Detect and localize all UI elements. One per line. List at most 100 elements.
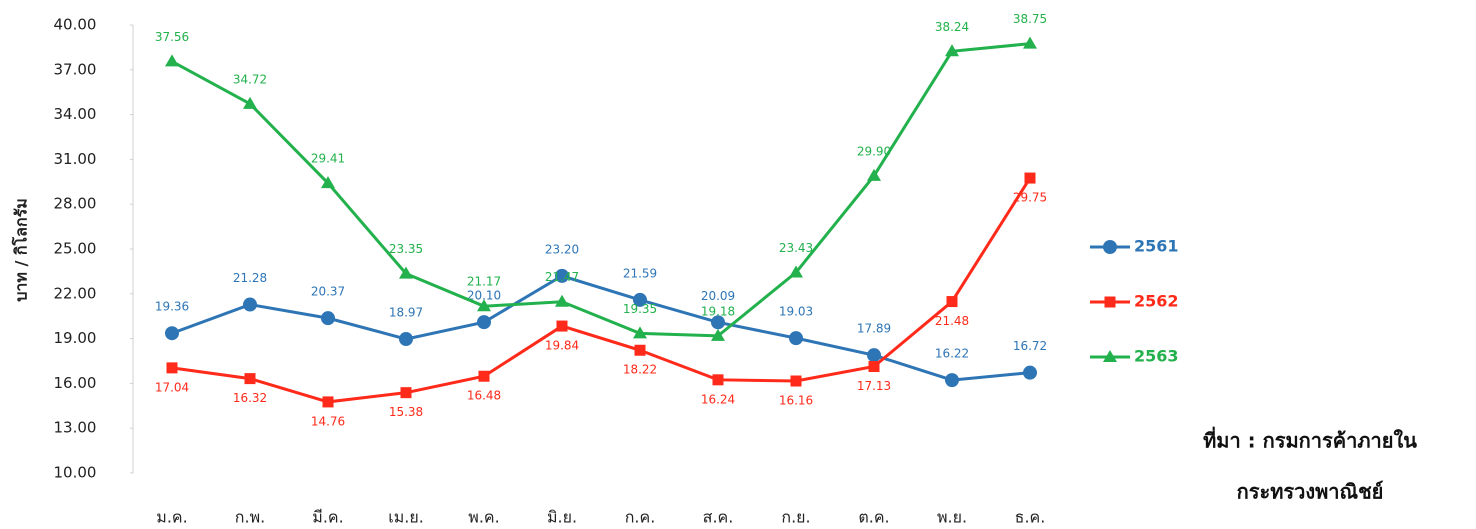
source-line: ที่มา : กรมการค้าภายใน xyxy=(1203,426,1417,453)
value-label: 18.97 xyxy=(389,306,423,320)
point xyxy=(945,44,959,57)
point xyxy=(868,361,880,373)
point xyxy=(243,297,257,312)
value-label: 19.84 xyxy=(545,339,579,353)
value-label: 21.59 xyxy=(623,266,657,280)
point xyxy=(1023,365,1037,380)
point xyxy=(711,315,725,330)
y-axis-label: บาท / กิโลกรัม xyxy=(11,198,31,302)
value-label: 16.48 xyxy=(467,389,501,403)
value-label: 29.75 xyxy=(1013,191,1047,205)
value-label: 19.36 xyxy=(155,300,189,314)
value-label: 29.41 xyxy=(311,152,345,166)
value-label: 16.16 xyxy=(779,394,813,408)
x-tick-label: มี.ค. xyxy=(312,508,343,527)
x-tick-label: ก.พ. xyxy=(235,508,265,527)
point xyxy=(165,54,179,67)
point xyxy=(634,344,646,356)
value-label: 29.90 xyxy=(857,144,891,158)
value-label: 23.20 xyxy=(545,242,579,256)
series-line xyxy=(171,42,1031,338)
point xyxy=(243,96,257,109)
value-label: 20.09 xyxy=(701,289,735,303)
source-line: กระทรวงพาณิชย์ xyxy=(1237,480,1384,504)
point xyxy=(1024,172,1036,184)
value-label: 21.48 xyxy=(935,314,969,328)
value-label: 34.72 xyxy=(233,72,267,86)
point xyxy=(477,315,491,330)
legend-marker xyxy=(1103,240,1117,254)
point xyxy=(555,294,569,307)
y-tick-label: 13.00 xyxy=(54,419,97,437)
legend-marker xyxy=(1103,350,1117,362)
point xyxy=(399,332,413,347)
x-tick-label: พ.ย. xyxy=(937,508,967,527)
point xyxy=(945,373,959,388)
point xyxy=(166,362,178,374)
x-tick-label: มิ.ย. xyxy=(547,508,577,527)
value-label: 18.22 xyxy=(623,363,657,377)
value-label: 23.35 xyxy=(389,242,423,256)
value-label: 16.72 xyxy=(1013,339,1047,353)
value-label: 23.43 xyxy=(779,241,813,255)
point xyxy=(399,266,413,279)
y-tick-label: 16.00 xyxy=(54,374,97,392)
point xyxy=(789,265,803,278)
y-tick-label: 28.00 xyxy=(54,195,97,213)
x-tick-label: ก.ค. xyxy=(625,508,656,527)
y-tick-label: 40.00 xyxy=(54,16,97,34)
value-label: 19.18 xyxy=(701,304,735,318)
value-label: 21.17 xyxy=(467,275,501,289)
value-label: 16.32 xyxy=(233,391,267,405)
point xyxy=(321,311,335,326)
y-tick-label: 34.00 xyxy=(54,105,97,123)
y-tick-label: 31.00 xyxy=(54,150,97,168)
point xyxy=(322,396,334,408)
point xyxy=(244,373,256,385)
y-tick-label: 10.00 xyxy=(54,464,97,482)
y-tick-label: 19.00 xyxy=(54,329,97,347)
point xyxy=(633,326,647,339)
point xyxy=(556,320,568,332)
point xyxy=(478,370,490,382)
value-label: 38.24 xyxy=(935,20,969,34)
x-tick-label: ธ.ค. xyxy=(1015,508,1046,527)
value-label: 21.47 xyxy=(545,270,579,284)
value-label: 16.24 xyxy=(701,392,735,406)
point xyxy=(477,299,491,312)
x-tick-label: ก.ย. xyxy=(781,508,810,527)
legend-marker xyxy=(1104,296,1116,308)
value-label: 37.56 xyxy=(155,30,189,44)
point xyxy=(867,168,881,181)
value-label: 17.13 xyxy=(857,379,891,393)
y-tick-label: 25.00 xyxy=(54,240,97,258)
value-label: 19.35 xyxy=(623,302,657,316)
y-tick-label: 22.00 xyxy=(54,284,97,302)
x-tick-label: พ.ค. xyxy=(468,508,499,527)
value-label: 14.76 xyxy=(311,414,345,428)
x-tick-label: เม.ย. xyxy=(388,508,424,527)
series-line xyxy=(171,177,1032,404)
value-label: 21.28 xyxy=(233,271,267,285)
value-label: 38.75 xyxy=(1013,12,1047,26)
point xyxy=(633,292,647,307)
value-label: 20.10 xyxy=(467,289,501,303)
point xyxy=(321,176,335,189)
x-tick-label: ต.ค. xyxy=(858,508,889,527)
point xyxy=(400,387,412,399)
point xyxy=(165,326,179,341)
point xyxy=(1023,36,1037,49)
x-tick-label: ส.ค. xyxy=(703,508,734,527)
legend-label: 2563 xyxy=(1134,347,1179,366)
value-label: 20.37 xyxy=(311,285,345,299)
series-line xyxy=(171,274,1031,382)
legend-label: 2561 xyxy=(1134,237,1179,256)
legend-label: 2562 xyxy=(1134,292,1179,311)
x-tick-label: ม.ค. xyxy=(156,508,187,527)
value-label: 15.38 xyxy=(389,405,423,419)
point xyxy=(946,296,958,308)
value-label: 17.89 xyxy=(857,322,891,336)
point xyxy=(867,348,881,363)
point xyxy=(789,331,803,346)
